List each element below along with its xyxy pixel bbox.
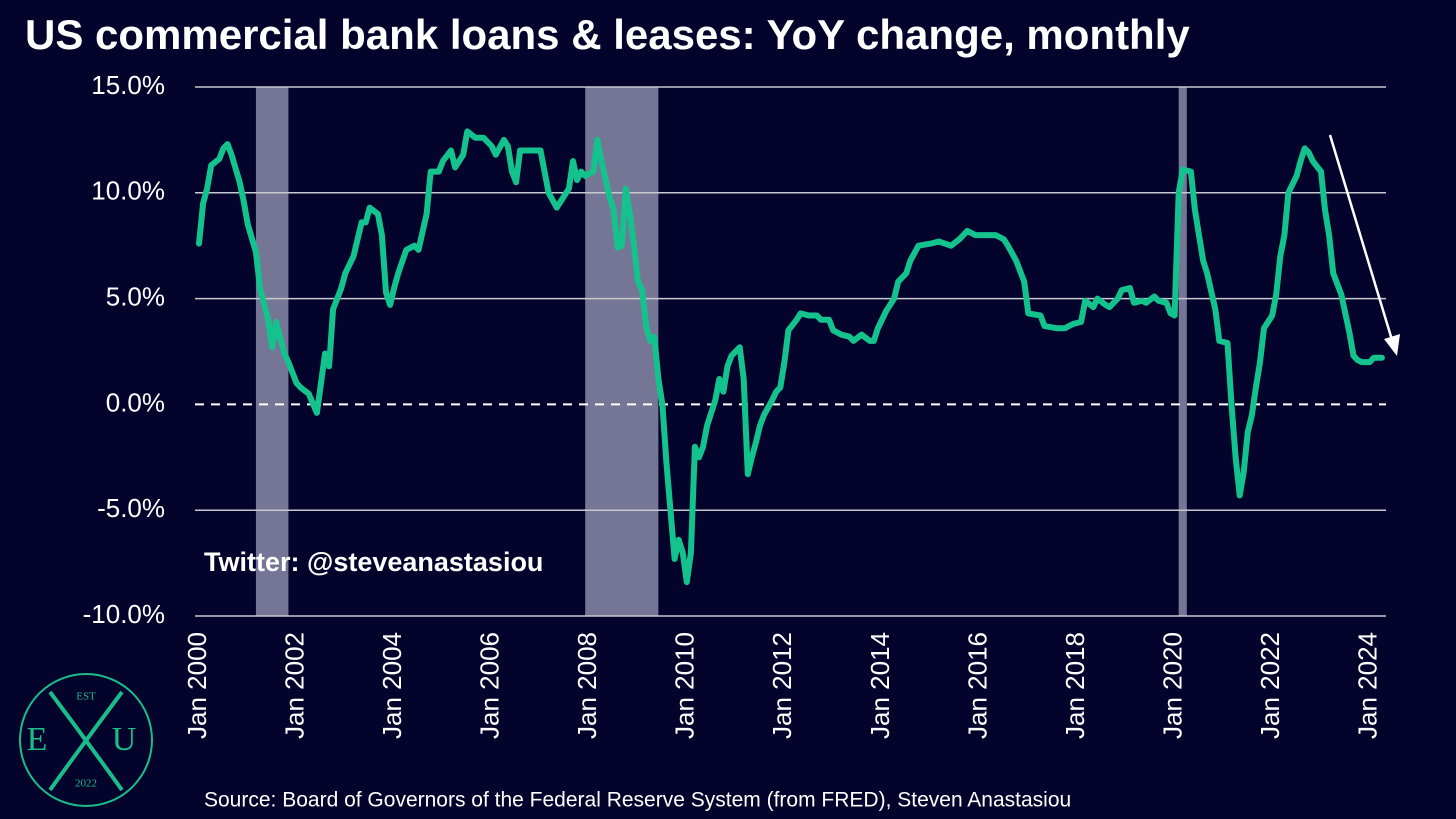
logo-top: EST <box>76 691 96 703</box>
trend-arrow-head <box>1384 334 1400 356</box>
x-tick-label: Jan 2020 <box>1157 632 1187 739</box>
y-tick-label: -10.0% <box>83 599 165 629</box>
recession-bands <box>255 87 1187 616</box>
recession-band <box>1178 87 1187 616</box>
y-tick-label: -5.0% <box>97 493 165 523</box>
annotation: Twitter: @steveanastasiou <box>204 547 543 577</box>
y-tick-label: 5.0% <box>106 281 165 311</box>
y-tick-label: 0.0% <box>106 387 165 417</box>
x-tick-label: Jan 2024 <box>1353 632 1383 739</box>
logo-bottom: 2022 <box>75 778 97 790</box>
logo-right: U <box>112 721 137 758</box>
x-tick-label: Jan 2022 <box>1255 632 1285 739</box>
x-tick-label: Jan 2016 <box>962 632 992 739</box>
logo-stroke <box>48 690 124 792</box>
logo-circle <box>19 673 153 807</box>
plot <box>196 128 1385 586</box>
source: Source: Board of Governors of the Federa… <box>204 789 1071 812</box>
x-tick-label: Jan 2018 <box>1060 632 1090 739</box>
logo: EST E U 2022 <box>19 673 153 807</box>
recession-band <box>585 87 659 616</box>
x-tick-label: Jan 2012 <box>767 632 797 739</box>
x-tick-label: Jan 2004 <box>377 632 407 739</box>
trend-arrow <box>1328 134 1394 341</box>
x-tick-label: Jan 2006 <box>475 632 505 739</box>
series-line <box>196 128 1385 586</box>
x-tick-label: Jan 2008 <box>572 632 602 739</box>
y-tick-label: 10.0% <box>91 176 165 206</box>
y-tick-label: 15.0% <box>91 70 165 100</box>
logo-left: E <box>27 721 48 758</box>
x-tick-label: Jan 2002 <box>279 632 309 739</box>
chart-title: US commercial bank loans & leases: YoY c… <box>25 11 1190 58</box>
x-tick-label: Jan 2014 <box>865 632 895 739</box>
x-tick-label: Jan 2000 <box>182 632 212 739</box>
x-tick-label: Jan 2010 <box>670 632 700 739</box>
